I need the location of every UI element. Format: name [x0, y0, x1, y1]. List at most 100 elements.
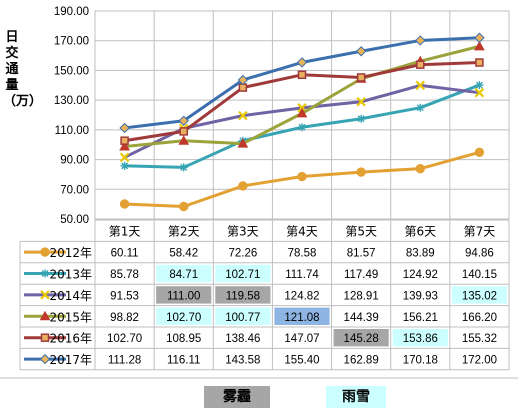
data-point	[178, 135, 190, 145]
data-point	[119, 140, 130, 151]
data-label: 111.00	[167, 290, 200, 302]
data-point	[178, 115, 189, 126]
data-label: 124.92	[403, 269, 438, 281]
category-label: 第4天	[286, 225, 318, 239]
data-point	[119, 199, 130, 209]
data-point	[296, 57, 308, 68]
data-label: 119.58	[226, 290, 260, 302]
legend-series-name: 2012年	[49, 246, 92, 260]
data-point	[474, 32, 485, 43]
data-label: 58.42	[169, 248, 198, 260]
cell-highlight-snow	[156, 307, 212, 325]
data-label: 60.11	[111, 248, 139, 260]
data-label: 144.39	[344, 312, 379, 324]
data-point	[416, 60, 425, 69]
data-point	[119, 152, 130, 163]
data-label: 108.95	[166, 333, 201, 345]
y-tick-label: 190.00	[54, 6, 89, 18]
data-point	[356, 73, 366, 82]
data-label: 145.28	[344, 333, 379, 345]
data-point	[475, 81, 484, 90]
data-label: 166.20	[462, 312, 497, 324]
data-label: 78.58	[288, 248, 317, 260]
series-2012年	[119, 147, 485, 212]
data-label: 117.49	[344, 269, 378, 281]
category-label: 第1天	[109, 225, 141, 239]
category-label: 第6天	[404, 225, 436, 239]
data-label: 138.46	[225, 333, 260, 345]
data-label: 94.86	[465, 248, 494, 260]
data-label: 102.70	[166, 312, 201, 324]
cell-highlight-haze	[215, 286, 271, 304]
data-point	[415, 35, 426, 46]
data-point	[355, 46, 367, 57]
data-label: 91.53	[110, 290, 139, 302]
cell-highlight-snow	[215, 264, 271, 283]
y-tick-label: 50.00	[60, 214, 89, 226]
series-2016年	[120, 58, 484, 145]
data-point	[297, 171, 307, 182]
legend-series-name: 2016年	[49, 332, 92, 346]
data-point	[356, 167, 366, 177]
category-label: 第3天	[227, 225, 259, 239]
data-point	[416, 103, 425, 112]
category-label: 第5天	[345, 225, 377, 239]
data-label: 100.77	[225, 312, 260, 324]
category-label: 第2天	[168, 225, 200, 239]
legend-series-name: 2014年	[49, 289, 92, 303]
data-point	[474, 40, 485, 51]
series-2013年	[120, 81, 484, 172]
data-point	[356, 96, 366, 107]
cell-highlight-haze	[156, 286, 212, 304]
data-label: 111.74	[285, 269, 319, 281]
cell-highlight-snow	[215, 307, 271, 325]
data-label: 172.00	[462, 355, 497, 367]
data-point	[415, 163, 425, 174]
data-label: 140.15	[462, 269, 497, 281]
data-label: 147.07	[284, 333, 319, 345]
y-tick-label: 130.00	[54, 95, 89, 107]
data-label: 116.11	[167, 355, 200, 367]
data-point	[475, 58, 484, 67]
data-point	[237, 74, 249, 86]
legend-key-marker	[40, 290, 50, 300]
data-label: 139.93	[403, 290, 438, 302]
y-axis-label: 日交通量（万）	[3, 30, 43, 109]
data-point	[119, 122, 130, 134]
legend-key-marker	[39, 310, 51, 321]
y-tick-label: 90.00	[60, 155, 89, 167]
legend-series-name: 2017年	[49, 353, 92, 367]
data-label: 72.26	[228, 248, 257, 260]
data-label: 83.89	[406, 248, 435, 260]
cell-highlight-haze	[333, 329, 389, 347]
legend-snow: 雨雪	[326, 386, 386, 408]
data-point	[237, 138, 249, 148]
data-label: 155.32	[462, 333, 497, 345]
legend-key-marker	[40, 333, 50, 342]
data-label: 162.89	[344, 355, 379, 367]
data-label: 143.58	[225, 355, 260, 367]
data-label: 81.57	[347, 248, 376, 260]
category-label: 第7天	[464, 225, 496, 239]
data-label: 153.86	[403, 333, 438, 345]
cell-highlight-snow	[392, 329, 448, 347]
data-point	[238, 181, 248, 191]
legend-series-name: 2013年	[49, 268, 92, 282]
legend-series-name: 2015年	[49, 310, 92, 324]
data-point	[474, 87, 485, 98]
data-label: 102.70	[107, 333, 142, 345]
data-label: 85.78	[110, 269, 139, 281]
legend-key-marker	[40, 247, 50, 257]
series-2017年	[119, 32, 485, 134]
data-label: 98.82	[110, 312, 139, 324]
data-label: 111.28	[108, 355, 141, 367]
data-point	[179, 163, 188, 172]
legend-key-marker	[41, 269, 49, 278]
data-point	[415, 80, 426, 91]
cell-highlight-snow	[156, 264, 212, 283]
cell-highlight-blue	[274, 307, 330, 325]
data-label: 124.82	[284, 290, 319, 302]
data-point	[297, 70, 307, 80]
y-tick-label: 70.00	[60, 184, 89, 196]
